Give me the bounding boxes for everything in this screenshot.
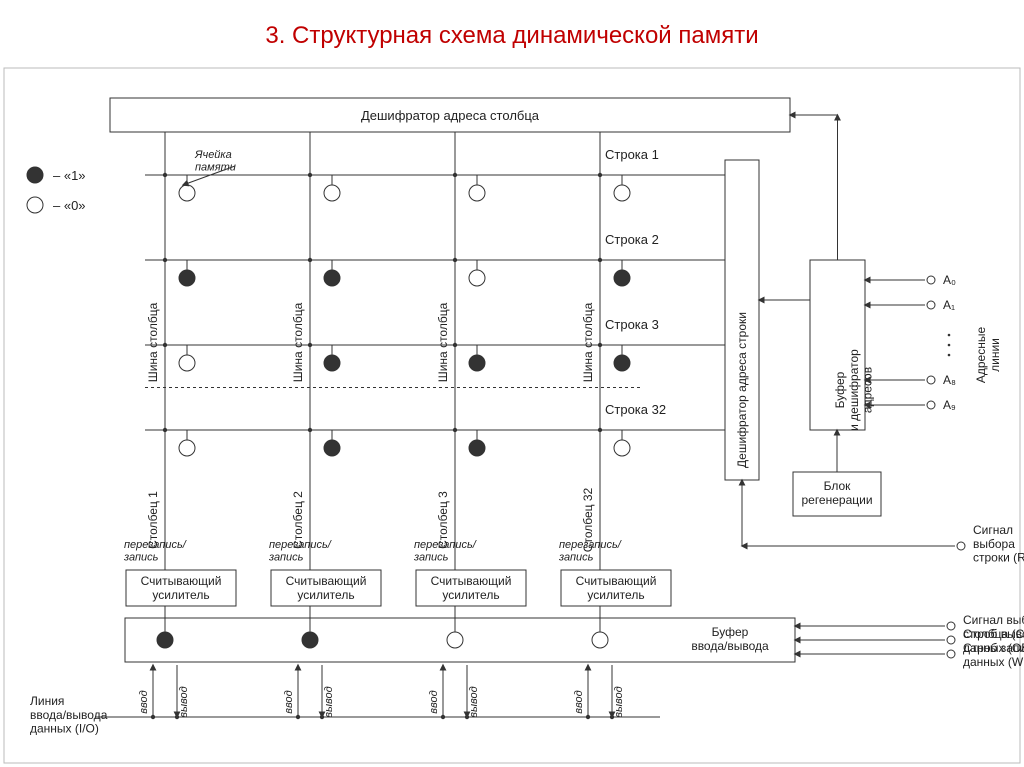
svg-text:Буфери дешифраторадресов: Буфери дешифраторадресов [833, 349, 875, 431]
svg-text:Шина столбца: Шина столбца [436, 302, 450, 382]
svg-text:A₈: A₈ [943, 373, 956, 387]
svg-text:Шина столбца: Шина столбца [581, 302, 595, 382]
svg-text:– «1»: – «1» [53, 168, 86, 183]
svg-text:вывод: вывод [178, 686, 190, 718]
svg-text:Столбец 3: Столбец 3 [436, 491, 450, 549]
svg-text:A₁: A₁ [943, 298, 955, 312]
svg-text:Ячейкапамяти: Ячейкапамяти [194, 149, 236, 174]
svg-text:вывод: вывод [613, 686, 625, 718]
svg-text:вывод: вывод [468, 686, 480, 718]
svg-text:Строка 1: Строка 1 [605, 147, 659, 162]
svg-text:вывод: вывод [323, 686, 335, 718]
svg-text:Дешифратор адреса строки: Дешифратор адреса строки [735, 312, 749, 468]
svg-text:Блокрегенерации: Блокрегенерации [801, 479, 872, 507]
svg-text:Адресныелинии: Адресныелинии [974, 327, 1002, 384]
svg-text:Считывающийусилитель: Считывающийусилитель [286, 574, 367, 602]
svg-text:Строб записиданных (WE): Строб записиданных (WE) [963, 641, 1024, 669]
svg-text:Строка 3: Строка 3 [605, 317, 659, 332]
svg-text:Строка 32: Строка 32 [605, 402, 666, 417]
svg-text:Шина столбца: Шина столбца [291, 302, 305, 382]
svg-text:– «0»: – «0» [53, 198, 86, 213]
svg-text:Буферввода/вывода: Буферввода/вывода [691, 625, 769, 653]
svg-text:Дешифратор адреса столбца: Дешифратор адреса столбца [361, 108, 540, 123]
svg-text:Считывающийусилитель: Считывающийусилитель [431, 574, 512, 602]
svg-text:A₀: A₀ [943, 273, 956, 287]
svg-text:Строка 2: Строка 2 [605, 232, 659, 247]
svg-text:Считывающийусилитель: Считывающийусилитель [141, 574, 222, 602]
svg-text:ввод: ввод [138, 690, 150, 713]
svg-text:ввод: ввод [573, 690, 585, 713]
svg-text:Столбец 1: Столбец 1 [146, 491, 160, 549]
svg-text:Сигналвыборастроки (RAS): Сигналвыборастроки (RAS) [973, 523, 1024, 565]
svg-text:Линияввода/выводаданных (I/O): Линияввода/выводаданных (I/O) [30, 694, 108, 736]
diagram-canvas: Дешифратор адреса столбца Дешифратор адре… [0, 0, 1024, 767]
svg-text:ввод: ввод [428, 690, 440, 713]
svg-text:Столбец 2: Столбец 2 [291, 491, 305, 549]
svg-text:Столбец 32: Столбец 32 [581, 487, 595, 552]
svg-text:Считывающийусилитель: Считывающийусилитель [576, 574, 657, 602]
svg-text:Шина столбца: Шина столбца [146, 302, 160, 382]
svg-text:ввод: ввод [283, 690, 295, 713]
svg-text:A₉: A₉ [943, 398, 956, 412]
